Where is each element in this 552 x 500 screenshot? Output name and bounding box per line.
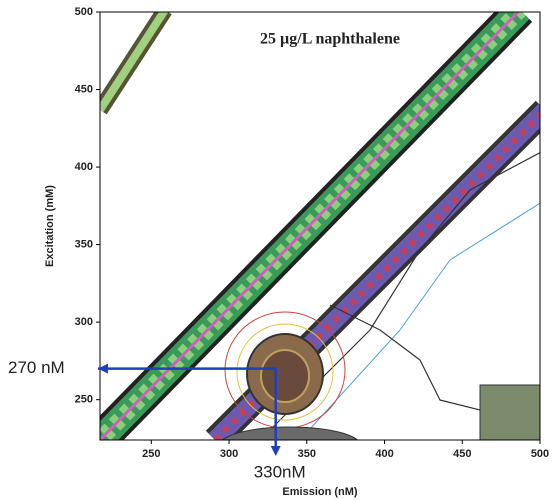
contour-line bbox=[222, 426, 358, 440]
y-tick-label: 300 bbox=[75, 316, 93, 328]
scatter-band bbox=[100, 12, 521, 440]
annotation: 270 nM bbox=[8, 358, 65, 377]
x-tick-label: 350 bbox=[298, 448, 316, 460]
y-tick-label: 250 bbox=[75, 394, 93, 406]
contour-line bbox=[259, 151, 540, 440]
x-tick-label: 450 bbox=[453, 448, 471, 460]
scatter-band bbox=[100, 12, 169, 113]
x-tick-label: 400 bbox=[375, 448, 393, 460]
arrow-head bbox=[98, 363, 108, 374]
y-tick-label: 450 bbox=[75, 83, 93, 95]
x-axis-label: Emission (nM) bbox=[282, 486, 358, 498]
x-tick-label: 300 bbox=[220, 448, 238, 460]
x-tick-label: 500 bbox=[531, 448, 549, 460]
x-tick-label: 250 bbox=[142, 448, 160, 460]
contour-line bbox=[236, 323, 334, 421]
contour-line bbox=[479, 384, 540, 440]
contour-line bbox=[299, 202, 540, 440]
contour-line bbox=[329, 304, 521, 421]
annotation: 330nM bbox=[254, 462, 306, 481]
y-tick-label: 350 bbox=[75, 239, 93, 251]
y-axis-label: Excitation (mM) bbox=[44, 185, 56, 267]
arrow-head bbox=[270, 446, 281, 456]
contour-line bbox=[260, 349, 310, 403]
y-tick-label: 400 bbox=[75, 161, 93, 173]
plot-frame bbox=[99, 11, 541, 441]
y-tick-label: 500 bbox=[75, 6, 93, 18]
chart-title: 25 µg/L naphthalene bbox=[260, 31, 400, 48]
contour-field bbox=[100, 12, 540, 440]
